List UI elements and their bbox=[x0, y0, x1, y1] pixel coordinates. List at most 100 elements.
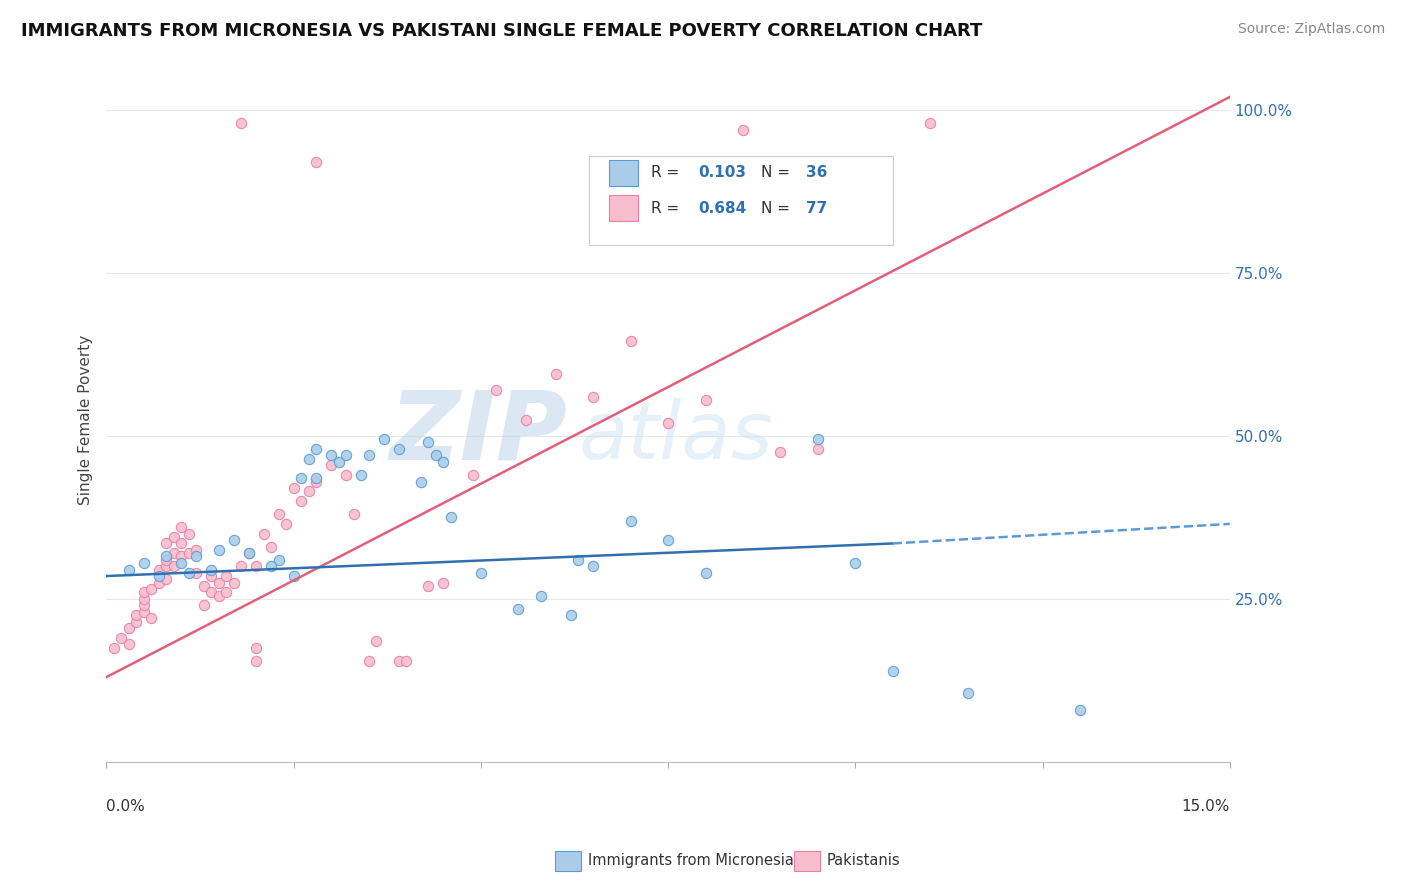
Point bbox=[290, 471, 312, 485]
Point bbox=[170, 520, 193, 534]
Point bbox=[335, 468, 357, 483]
Point bbox=[321, 449, 343, 463]
Point bbox=[231, 559, 253, 574]
Point bbox=[305, 471, 328, 485]
Point bbox=[373, 432, 395, 446]
Point bbox=[170, 536, 193, 550]
Point bbox=[155, 572, 177, 586]
Point bbox=[148, 569, 170, 583]
Point bbox=[844, 556, 866, 570]
Text: 0.0%: 0.0% bbox=[107, 799, 145, 814]
Point bbox=[544, 367, 567, 381]
Point bbox=[350, 468, 373, 483]
Point bbox=[432, 575, 454, 590]
Point bbox=[163, 546, 186, 560]
Point bbox=[357, 449, 380, 463]
Point bbox=[110, 631, 132, 645]
Text: Pakistanis: Pakistanis bbox=[827, 854, 900, 868]
Point bbox=[470, 566, 492, 580]
Point bbox=[208, 589, 231, 603]
Point bbox=[882, 664, 904, 678]
Point bbox=[163, 530, 186, 544]
Text: 0.103: 0.103 bbox=[699, 165, 747, 180]
Point bbox=[132, 605, 155, 619]
Point bbox=[418, 435, 440, 450]
Point bbox=[305, 155, 328, 169]
Text: atlas: atlas bbox=[578, 398, 773, 475]
Point bbox=[463, 468, 485, 483]
Point bbox=[222, 533, 245, 548]
Point bbox=[200, 562, 222, 576]
Text: ZIP: ZIP bbox=[389, 387, 567, 480]
Point bbox=[515, 412, 537, 426]
Point bbox=[132, 591, 155, 606]
Point bbox=[305, 442, 328, 456]
Point bbox=[253, 526, 276, 541]
Point bbox=[155, 553, 177, 567]
Point bbox=[245, 654, 267, 668]
Point bbox=[357, 654, 380, 668]
Text: N =: N = bbox=[761, 165, 796, 180]
Point bbox=[132, 599, 155, 613]
Point bbox=[508, 601, 530, 615]
Point bbox=[260, 540, 283, 554]
Text: IMMIGRANTS FROM MICRONESIA VS PAKISTANI SINGLE FEMALE POVERTY CORRELATION CHART: IMMIGRANTS FROM MICRONESIA VS PAKISTANI … bbox=[21, 22, 983, 40]
Point bbox=[432, 455, 454, 469]
Point bbox=[186, 566, 208, 580]
Point bbox=[395, 654, 418, 668]
Point bbox=[485, 384, 508, 398]
Point bbox=[695, 566, 717, 580]
Point bbox=[298, 451, 321, 466]
Point bbox=[200, 585, 222, 599]
Point bbox=[208, 543, 231, 558]
Point bbox=[141, 611, 163, 625]
Point bbox=[170, 549, 193, 564]
Text: 77: 77 bbox=[806, 201, 828, 216]
Point bbox=[163, 559, 186, 574]
Point bbox=[769, 445, 792, 459]
Point bbox=[215, 569, 238, 583]
Point bbox=[170, 556, 193, 570]
FancyBboxPatch shape bbox=[609, 160, 638, 186]
Text: 0.684: 0.684 bbox=[699, 201, 747, 216]
Point bbox=[530, 589, 553, 603]
Point bbox=[155, 536, 177, 550]
Text: Immigrants from Micronesia: Immigrants from Micronesia bbox=[588, 854, 793, 868]
Point bbox=[440, 510, 463, 524]
Point bbox=[132, 585, 155, 599]
Point bbox=[418, 579, 440, 593]
Point bbox=[387, 654, 409, 668]
Point bbox=[231, 116, 253, 130]
Point bbox=[208, 575, 231, 590]
Point bbox=[177, 526, 200, 541]
Point bbox=[200, 569, 222, 583]
Point bbox=[328, 455, 350, 469]
FancyBboxPatch shape bbox=[589, 156, 893, 245]
Point bbox=[335, 449, 357, 463]
Point bbox=[620, 334, 643, 349]
Point bbox=[695, 392, 717, 407]
Point bbox=[582, 390, 605, 404]
Text: N =: N = bbox=[761, 201, 796, 216]
Point bbox=[238, 546, 260, 560]
Point bbox=[125, 608, 148, 623]
Point bbox=[125, 615, 148, 629]
Point bbox=[567, 553, 589, 567]
Point bbox=[118, 562, 141, 576]
Point bbox=[620, 514, 643, 528]
Point bbox=[238, 546, 260, 560]
Point bbox=[222, 575, 245, 590]
Text: R =: R = bbox=[651, 201, 685, 216]
Point bbox=[193, 599, 215, 613]
Point bbox=[283, 569, 305, 583]
FancyBboxPatch shape bbox=[609, 195, 638, 221]
Point bbox=[364, 634, 387, 648]
Text: Source: ZipAtlas.com: Source: ZipAtlas.com bbox=[1237, 22, 1385, 37]
Point bbox=[298, 484, 321, 499]
Point bbox=[186, 549, 208, 564]
Point bbox=[560, 608, 582, 623]
Point bbox=[290, 494, 312, 508]
Point bbox=[103, 640, 125, 655]
Point bbox=[267, 507, 290, 521]
Point bbox=[956, 686, 979, 700]
